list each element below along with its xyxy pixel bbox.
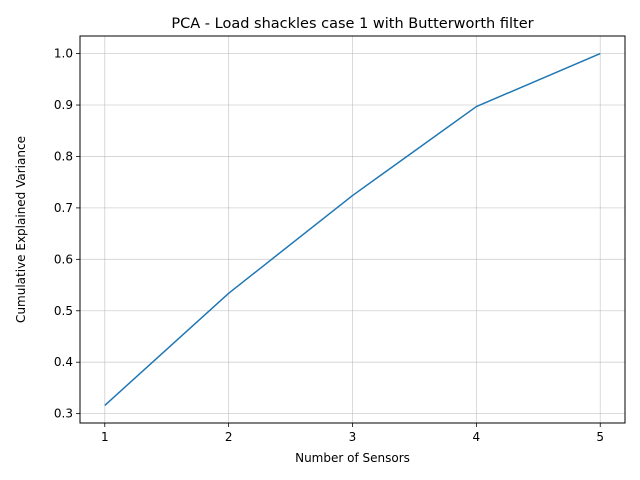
x-tick-label: 5 bbox=[596, 430, 604, 444]
y-tick-label: 0.8 bbox=[54, 149, 73, 163]
y-tick-label: 0.3 bbox=[54, 407, 73, 421]
x-tick-label: 1 bbox=[101, 430, 109, 444]
grid bbox=[80, 36, 625, 423]
y-tick-label: 0.4 bbox=[54, 355, 73, 369]
chart-title: PCA - Load shackles case 1 with Butterwo… bbox=[171, 16, 533, 32]
x-axis-label: Number of Sensors bbox=[295, 451, 410, 465]
plot-frame bbox=[79, 35, 626, 424]
y-tick-label: 0.5 bbox=[54, 304, 73, 318]
x-tick-label: 2 bbox=[225, 430, 233, 444]
y-axis-label: Cumulative Explained Variance bbox=[14, 136, 28, 323]
y-tick-label: 0.7 bbox=[54, 201, 73, 215]
x-tick-label: 4 bbox=[473, 430, 481, 444]
x-tick-label: 3 bbox=[349, 430, 357, 444]
y-tick-label: 1.0 bbox=[54, 47, 73, 61]
y-tick-label: 0.6 bbox=[54, 252, 73, 266]
ticks: 1 2 3 4 5 0.3 0.4 0.5 0.6 0.7 0.8 0.9 1.0 bbox=[54, 47, 604, 444]
y-tick-label: 0.9 bbox=[54, 98, 73, 112]
series-layer bbox=[104, 52, 601, 406]
